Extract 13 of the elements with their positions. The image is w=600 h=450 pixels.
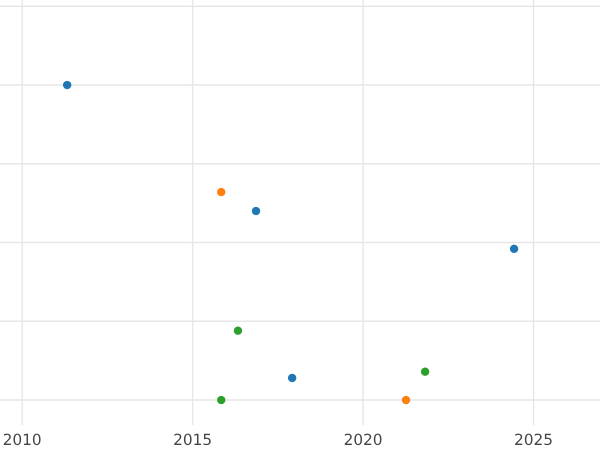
point xyxy=(217,188,226,196)
x-tick-label: 2010 xyxy=(4,434,41,446)
x-tick-label: 2020 xyxy=(344,434,382,446)
point xyxy=(402,396,410,404)
x-tick-label: 2025 xyxy=(515,434,552,446)
point xyxy=(510,244,518,253)
point xyxy=(288,374,296,382)
point xyxy=(252,206,260,216)
x-tick-label: 2015 xyxy=(174,434,211,446)
point xyxy=(62,80,72,90)
point xyxy=(217,396,226,404)
point xyxy=(420,367,430,376)
point xyxy=(234,326,242,335)
